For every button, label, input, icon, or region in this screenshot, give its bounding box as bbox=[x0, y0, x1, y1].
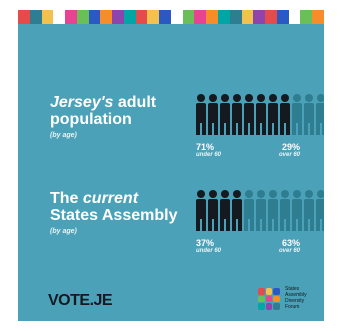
person-icon bbox=[244, 190, 254, 234]
mosaic-tile bbox=[194, 10, 207, 24]
diversity-forum-logo: States Assembly Diversity Forum bbox=[258, 286, 324, 312]
assembly-over60-stat: 63% over 60 bbox=[279, 238, 300, 254]
forum-line: Diversity bbox=[285, 298, 305, 304]
person-icon bbox=[256, 190, 266, 234]
percentage: 71% bbox=[196, 142, 215, 152]
mosaic-tile bbox=[65, 10, 77, 24]
forum-mark-tile bbox=[273, 295, 280, 303]
forum-mark-tile bbox=[265, 288, 273, 295]
assembly-icons bbox=[196, 190, 324, 234]
person-icon bbox=[220, 94, 230, 138]
title-part: adult bbox=[113, 94, 157, 111]
title-line2: population bbox=[50, 111, 132, 128]
person-icon bbox=[292, 190, 302, 234]
population-over60-stat: 29% over 60 bbox=[279, 142, 300, 158]
forum-mark-tile bbox=[273, 288, 280, 295]
mosaic-tile bbox=[206, 10, 219, 24]
forum-mark-tile bbox=[265, 295, 273, 303]
mosaic-tile bbox=[288, 10, 301, 24]
caption: over 60 bbox=[278, 248, 300, 254]
mosaic-tile bbox=[18, 10, 30, 24]
percentage: 37% bbox=[196, 238, 215, 248]
person-icon bbox=[280, 94, 290, 138]
person-icon bbox=[304, 94, 314, 138]
mosaic-tile bbox=[100, 10, 113, 24]
mosaic-tile bbox=[88, 10, 101, 24]
population-icons bbox=[196, 94, 324, 138]
mosaic-tile bbox=[76, 10, 89, 24]
mosaic-tile bbox=[159, 10, 171, 24]
mosaic-tile bbox=[53, 10, 66, 24]
mosaic-tile bbox=[170, 10, 183, 24]
person-icon bbox=[316, 94, 324, 138]
mosaic-banner bbox=[18, 10, 324, 24]
caption: under 60 bbox=[196, 152, 222, 158]
infographic-card: Jersey's adult population (by age) 71% u… bbox=[18, 10, 324, 321]
forum-line: Assembly bbox=[285, 292, 307, 298]
title-line2: States Assembly bbox=[50, 207, 178, 224]
forum-mark-tile bbox=[273, 303, 280, 310]
title-part: The bbox=[50, 190, 83, 207]
forum-mark-tile bbox=[258, 288, 265, 295]
population-title: Jersey's adult population bbox=[50, 94, 300, 128]
assembly-subtitle: (by age) bbox=[50, 228, 77, 235]
caption: over 60 bbox=[278, 152, 300, 158]
vote-je-logo: VOTE.JE bbox=[48, 292, 113, 309]
person-icon bbox=[244, 94, 254, 138]
forum-mark-tile bbox=[265, 303, 273, 310]
mosaic-tile bbox=[182, 10, 195, 24]
person-icon bbox=[220, 190, 230, 234]
percentage: 63% bbox=[281, 238, 300, 248]
person-icon bbox=[208, 190, 218, 234]
mosaic-tile bbox=[112, 10, 124, 24]
assembly-block: The current States Assembly (by age) 37%… bbox=[50, 190, 324, 254]
caption: under 60 bbox=[196, 248, 222, 254]
mosaic-tile bbox=[253, 10, 266, 24]
forum-mark-tile bbox=[258, 295, 265, 303]
mosaic-tile bbox=[135, 10, 148, 24]
forum-text: States Assembly Diversity Forum bbox=[285, 286, 307, 310]
person-icon bbox=[256, 94, 266, 138]
mosaic-tile bbox=[300, 10, 313, 24]
person-icon bbox=[280, 190, 290, 234]
person-icon bbox=[196, 94, 206, 138]
population-subtitle: (by age) bbox=[50, 132, 77, 139]
mosaic-tile bbox=[312, 10, 324, 24]
forum-mark-icon bbox=[258, 288, 280, 310]
forum-line: Forum bbox=[285, 304, 300, 310]
person-icon bbox=[292, 94, 302, 138]
person-icon bbox=[208, 94, 218, 138]
title-emphasis: current bbox=[82, 190, 139, 207]
mosaic-tile bbox=[241, 10, 254, 24]
mosaic-tile bbox=[41, 10, 54, 24]
forum-line: States bbox=[285, 286, 300, 292]
mosaic-tile bbox=[265, 10, 277, 24]
assembly-under60-stat: 37% under 60 bbox=[196, 238, 221, 254]
population-under60-stat: 71% under 60 bbox=[196, 142, 221, 158]
forum-mark-tile bbox=[258, 303, 265, 310]
percentage: 29% bbox=[281, 142, 300, 152]
person-icon bbox=[232, 94, 242, 138]
title-emphasis: Jersey's bbox=[50, 94, 114, 111]
mosaic-tile bbox=[229, 10, 242, 24]
mosaic-tile bbox=[29, 10, 42, 24]
mosaic-tile bbox=[218, 10, 230, 24]
mosaic-tile bbox=[276, 10, 289, 24]
assembly-title: The current States Assembly bbox=[50, 190, 300, 224]
person-icon bbox=[304, 190, 314, 234]
mosaic-tile bbox=[147, 10, 160, 24]
person-icon bbox=[196, 190, 206, 234]
population-block: Jersey's adult population (by age) 71% u… bbox=[50, 94, 324, 158]
mosaic-tile bbox=[123, 10, 136, 24]
person-icon bbox=[232, 190, 242, 234]
person-icon bbox=[268, 94, 278, 138]
person-icon bbox=[316, 190, 324, 234]
person-icon bbox=[268, 190, 278, 234]
